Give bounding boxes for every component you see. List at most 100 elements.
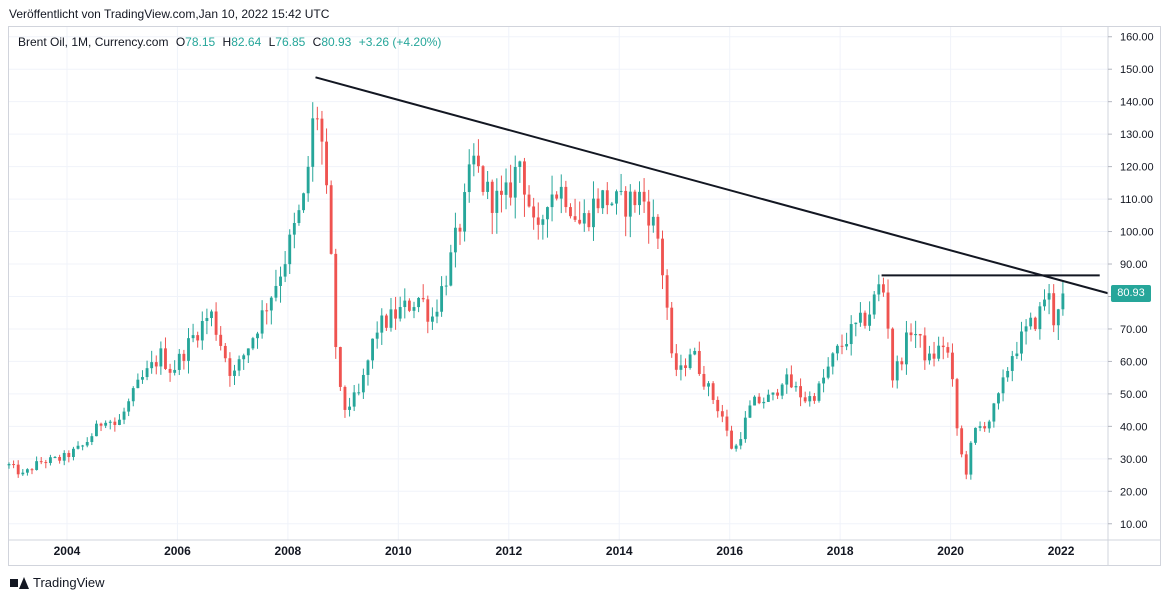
candle — [886, 279, 890, 339]
candle — [122, 407, 126, 425]
candle — [136, 373, 140, 389]
candle-body — [941, 345, 945, 348]
candle — [601, 189, 605, 214]
candle-body — [1001, 377, 1005, 394]
candle-body — [766, 394, 770, 402]
candle-body — [665, 275, 669, 308]
candle — [799, 378, 803, 407]
candle-body — [417, 297, 421, 308]
candle — [375, 321, 379, 349]
candle — [145, 360, 149, 381]
x-tick-label: 2010 — [385, 544, 412, 558]
candle — [30, 468, 34, 475]
chart-frame[interactable] — [8, 26, 1161, 566]
candle-body — [302, 193, 305, 211]
candle-body — [44, 462, 48, 464]
candle-body — [702, 373, 706, 387]
candle-body — [145, 368, 149, 378]
candle — [210, 309, 213, 327]
candle-body — [536, 217, 540, 225]
candle — [62, 450, 66, 466]
candle — [697, 341, 701, 376]
candle — [486, 170, 490, 200]
legend-low-value: 76.85 — [275, 35, 306, 49]
candle-body — [104, 422, 108, 426]
candle — [914, 320, 918, 349]
candle-body — [743, 417, 747, 440]
candle-body — [541, 219, 545, 225]
candle-body — [472, 155, 476, 165]
candle — [398, 296, 402, 322]
candle — [16, 460, 20, 478]
candle — [329, 180, 333, 255]
y-tick-label: 130.00 — [1120, 129, 1154, 141]
candle-body — [757, 396, 761, 404]
candle-body — [670, 307, 674, 354]
candle-body — [720, 411, 724, 417]
candle — [932, 341, 936, 367]
candle — [863, 310, 867, 329]
candle — [610, 201, 614, 207]
candle-body — [297, 210, 301, 224]
candle — [822, 369, 826, 393]
candle — [854, 322, 858, 337]
candle-body — [964, 454, 968, 475]
candle-body — [219, 334, 223, 346]
candle-body — [357, 392, 361, 394]
candle-body — [785, 374, 789, 385]
candle-body — [384, 315, 388, 328]
candle — [233, 364, 236, 385]
candle-body — [730, 430, 733, 449]
legend-symbol: Brent Oil, 1M, Currency.com — [18, 35, 169, 49]
candle-body — [960, 428, 964, 455]
descending-trendline — [315, 76, 1109, 295]
candle — [785, 368, 789, 394]
candle-body — [900, 361, 904, 365]
candle-body — [578, 219, 582, 224]
candle-body — [651, 216, 655, 226]
candle-body — [182, 353, 186, 361]
candle-body — [292, 223, 296, 235]
candle — [348, 397, 351, 417]
candle-body — [39, 461, 43, 463]
candle-body — [99, 423, 103, 426]
candle — [872, 290, 876, 319]
candle — [44, 459, 48, 469]
legend-low-label: L — [268, 35, 276, 49]
candle-body — [12, 464, 16, 466]
candle-body — [168, 368, 172, 373]
candle-body — [812, 396, 816, 401]
candle — [895, 355, 899, 389]
candle — [578, 201, 582, 225]
candle-body — [113, 421, 117, 425]
candle — [928, 345, 931, 365]
candle — [1033, 316, 1037, 332]
candle-body — [693, 350, 697, 355]
candle-body — [725, 416, 729, 431]
candle-body — [997, 393, 1000, 404]
candle — [877, 274, 881, 302]
candle — [615, 189, 618, 215]
candle-body — [803, 397, 807, 402]
candle-body — [679, 365, 683, 370]
candle — [789, 365, 793, 389]
candle — [1052, 284, 1056, 333]
candle — [453, 212, 457, 268]
candle-body — [762, 401, 766, 404]
candle-body — [25, 469, 29, 473]
candle — [279, 266, 282, 303]
y-tick-label: 140.00 — [1120, 97, 1154, 109]
candle-body — [191, 335, 195, 339]
candle-body — [739, 439, 743, 446]
x-tick-label: 2014 — [606, 544, 633, 558]
candle — [200, 311, 204, 350]
candle — [835, 344, 839, 361]
candle — [918, 333, 922, 348]
candle-body — [131, 388, 135, 402]
candle-body — [592, 198, 595, 228]
y-tick-label: 50.00 — [1120, 389, 1148, 401]
candle — [118, 414, 121, 426]
candle-body — [85, 442, 89, 446]
candle — [716, 396, 720, 418]
